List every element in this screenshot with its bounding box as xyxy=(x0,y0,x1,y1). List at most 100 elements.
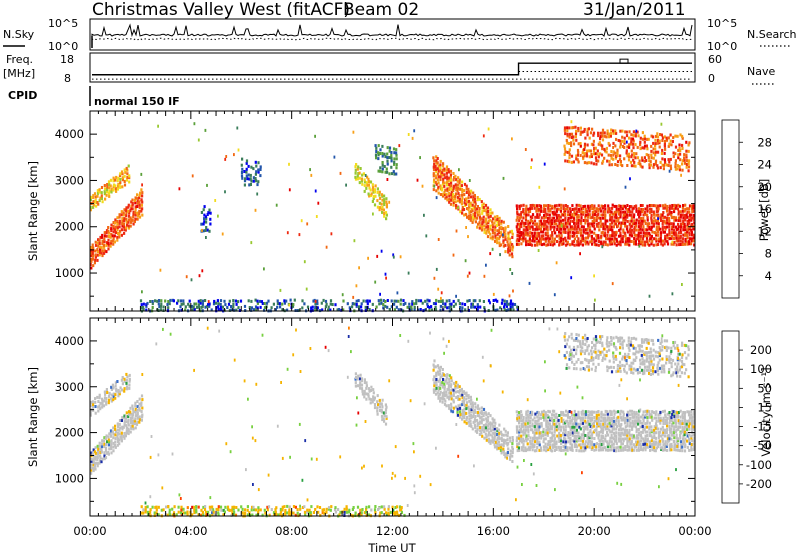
data-pixel xyxy=(600,222,603,226)
data-pixel xyxy=(677,156,680,160)
data-pixel xyxy=(441,186,444,190)
data-pixel xyxy=(679,149,682,152)
data-pixel xyxy=(489,421,492,425)
data-pixel xyxy=(122,211,125,215)
data-pixel xyxy=(554,204,557,208)
data-pixel xyxy=(531,216,534,220)
data-pixel xyxy=(498,431,501,435)
data-pixel xyxy=(626,230,629,234)
data-pixel xyxy=(468,408,471,412)
data-pixel xyxy=(128,377,131,381)
data-pixel xyxy=(467,193,471,197)
data-pixel xyxy=(606,427,609,431)
data-pixel xyxy=(461,302,464,306)
data-pixel xyxy=(599,216,602,220)
data-pixel xyxy=(646,443,649,447)
data-pixel xyxy=(630,240,633,243)
data-pixel xyxy=(581,361,584,365)
data-pixel xyxy=(628,367,631,371)
data-pixel xyxy=(650,242,653,246)
data-pixel xyxy=(643,338,646,342)
data-pixel xyxy=(376,412,379,416)
data-pixel xyxy=(565,409,568,413)
data-pixel xyxy=(340,308,343,312)
data-pixel xyxy=(445,376,448,380)
data-pixel xyxy=(677,411,680,414)
data-pixel xyxy=(505,302,508,306)
data-pixel xyxy=(107,450,110,454)
data-pixel xyxy=(110,444,113,448)
data-pixel xyxy=(535,209,538,213)
data-pixel xyxy=(562,222,565,226)
data-pixel xyxy=(465,184,468,188)
data-pixel xyxy=(651,230,654,234)
data-pixel xyxy=(641,349,644,353)
data-pixel xyxy=(632,206,635,210)
data-pixel xyxy=(136,201,139,205)
data-pixel xyxy=(576,148,580,152)
data-pixel xyxy=(630,446,633,450)
data-pixel xyxy=(465,197,468,201)
data-pixel xyxy=(472,420,475,424)
data-pixel xyxy=(193,308,196,311)
data-pixel xyxy=(646,416,649,420)
data-pixel xyxy=(138,212,141,216)
data-pixel xyxy=(531,418,534,422)
data-pixel xyxy=(107,238,110,242)
data-pixel xyxy=(597,410,600,413)
data-pixel xyxy=(602,213,605,217)
data-pixel xyxy=(551,431,554,435)
data-pixel xyxy=(581,342,585,346)
data-pixel xyxy=(123,180,126,183)
data-pixel xyxy=(692,412,695,416)
data-pixel xyxy=(484,220,487,224)
data-pixel xyxy=(569,243,572,247)
data-pixel xyxy=(538,204,541,208)
data-pixel xyxy=(603,347,606,351)
data-pixel xyxy=(621,346,624,350)
data-pixel xyxy=(424,299,427,303)
data-pixel xyxy=(693,410,696,414)
data-pixel xyxy=(595,159,598,162)
data-pixel xyxy=(434,392,438,396)
data-pixel xyxy=(666,213,669,217)
data-pixel xyxy=(657,436,660,440)
data-pixel xyxy=(92,448,95,452)
data-pixel xyxy=(569,428,572,432)
data-pixel xyxy=(366,302,369,306)
data-pixel xyxy=(618,204,621,208)
data-pixel xyxy=(110,388,113,391)
data-pixel xyxy=(102,243,105,247)
data-pixel xyxy=(631,436,634,440)
data-pixel xyxy=(123,420,126,424)
data-pixel xyxy=(256,306,259,310)
data-pixel xyxy=(538,237,541,241)
data-pixel xyxy=(524,207,527,211)
data-pixel xyxy=(576,158,579,162)
data-pixel xyxy=(502,244,505,248)
data-pixel xyxy=(659,133,662,136)
data-pixel xyxy=(569,437,572,440)
data-pixel xyxy=(609,430,612,434)
data-pixel xyxy=(201,305,204,309)
data-pixel xyxy=(609,218,612,222)
colorbar-tick-label: 4 xyxy=(765,269,772,283)
data-pixel xyxy=(661,433,664,437)
data-pixel xyxy=(682,440,685,444)
data-pixel xyxy=(608,207,611,211)
data-pixel xyxy=(529,207,532,211)
data-pixel xyxy=(590,356,593,360)
data-pixel xyxy=(607,153,610,157)
data-pixel xyxy=(560,206,563,210)
data-pixel xyxy=(620,224,623,228)
data-pixel xyxy=(579,446,582,450)
data-pixel xyxy=(516,305,519,309)
data-pixel xyxy=(663,230,666,234)
data-pixel xyxy=(450,388,453,392)
data-pixel xyxy=(650,428,653,432)
data-pixel xyxy=(584,218,587,222)
data-pixel xyxy=(100,450,103,454)
data-pixel xyxy=(496,438,499,442)
data-pixel xyxy=(679,219,682,223)
data-pixel xyxy=(553,442,556,446)
